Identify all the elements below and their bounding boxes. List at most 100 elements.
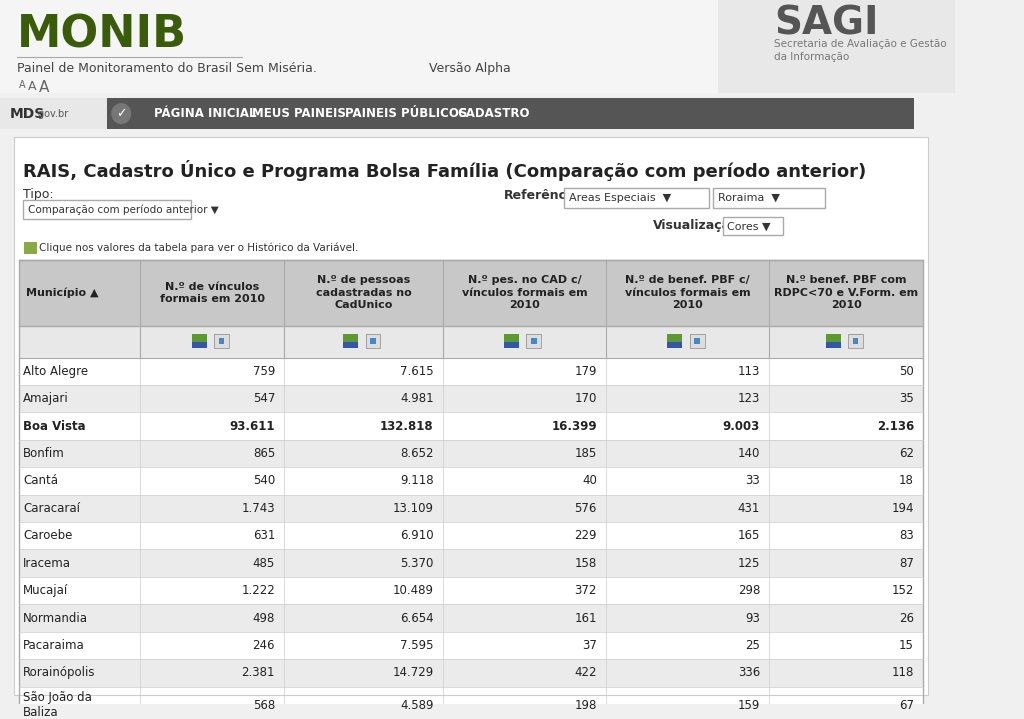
Text: Pacaraima: Pacaraima [24, 639, 85, 652]
Text: 67: 67 [899, 699, 914, 712]
Text: 35: 35 [899, 392, 914, 405]
Bar [0, 0, 955, 93]
Text: 5.370: 5.370 [400, 557, 433, 569]
Text: 2.136: 2.136 [877, 420, 914, 433]
Bar [694, 338, 700, 344]
Text: 159: 159 [737, 699, 760, 712]
Bar [371, 338, 376, 344]
Bar [18, 522, 924, 549]
Text: 4.589: 4.589 [400, 699, 433, 712]
Bar [343, 342, 358, 348]
Text: 1.743: 1.743 [242, 502, 275, 515]
Text: 631: 631 [253, 529, 275, 542]
Text: 165: 165 [737, 529, 760, 542]
Text: Secretaria de Avaliação e Gestão
da Informação: Secretaria de Avaliação e Gestão da Info… [774, 39, 946, 63]
Text: A: A [28, 81, 37, 93]
Text: 37: 37 [582, 639, 597, 652]
Text: Bonfim: Bonfim [24, 447, 66, 460]
Bar [191, 342, 207, 348]
Text: 576: 576 [574, 502, 597, 515]
Bar [14, 137, 928, 695]
Bar [504, 334, 519, 348]
Text: 229: 229 [574, 529, 597, 542]
Text: 26: 26 [899, 612, 914, 625]
Text: A: A [39, 81, 49, 96]
Bar [18, 326, 924, 357]
Text: Caroebe: Caroebe [24, 529, 73, 542]
Text: Cantá: Cantá [24, 475, 58, 487]
Bar [18, 632, 924, 659]
Bar [18, 495, 924, 522]
Bar [18, 440, 924, 467]
Bar [14, 137, 928, 695]
Circle shape [112, 104, 131, 124]
Text: 7.615: 7.615 [400, 365, 433, 377]
Bar [668, 342, 682, 348]
Text: 118: 118 [892, 667, 914, 679]
Text: 18: 18 [899, 475, 914, 487]
Bar [723, 217, 783, 235]
Text: Versão Alpha: Versão Alpha [429, 62, 511, 75]
Bar [366, 334, 381, 348]
Text: A: A [18, 81, 26, 91]
Text: 194: 194 [892, 502, 914, 515]
Bar [18, 385, 924, 413]
Text: MONIB: MONIB [16, 14, 187, 57]
Text: Comparação com período anterior ▼: Comparação com período anterior ▼ [28, 204, 219, 215]
Bar [564, 188, 709, 208]
Text: RAIS, Cadastro Único e Programa Bolsa Família (Comparação com período anterior): RAIS, Cadastro Único e Programa Bolsa Fa… [24, 160, 866, 180]
Text: Mucajaí: Mucajaí [24, 584, 69, 597]
Bar [526, 334, 542, 348]
Text: 9.003: 9.003 [723, 420, 760, 433]
Bar [18, 467, 924, 495]
Text: 540: 540 [253, 475, 275, 487]
Bar [18, 659, 924, 687]
Bar [25, 242, 37, 254]
Bar [853, 338, 858, 344]
Bar [18, 357, 924, 385]
Text: 33: 33 [745, 475, 760, 487]
Text: 16.399: 16.399 [551, 420, 597, 433]
Text: 6.654: 6.654 [400, 612, 433, 625]
Bar [526, 334, 542, 348]
Text: São João da
Baliza: São João da Baliza [24, 691, 92, 719]
Bar [18, 687, 924, 719]
Text: 198: 198 [574, 699, 597, 712]
Bar [668, 334, 682, 348]
Text: Rorainópolis: Rorainópolis [24, 667, 96, 679]
Text: 87: 87 [899, 557, 914, 569]
Bar [0, 98, 914, 129]
Text: 498: 498 [253, 612, 275, 625]
Bar [689, 334, 705, 348]
Text: CADASTRO: CADASTRO [457, 107, 529, 120]
Text: Visualização:: Visualização: [653, 219, 744, 232]
Text: 123: 123 [737, 392, 760, 405]
Text: PÁGINA INICIAL: PÁGINA INICIAL [154, 107, 256, 120]
Text: 140: 140 [737, 447, 760, 460]
Bar [18, 605, 924, 632]
Bar [504, 342, 519, 348]
Text: Areas Especiais  ▼: Areas Especiais ▼ [569, 193, 671, 203]
Text: 547: 547 [253, 392, 275, 405]
Text: ✓: ✓ [116, 107, 127, 120]
Text: 25: 25 [745, 639, 760, 652]
Text: 431: 431 [737, 502, 760, 515]
Text: Normandia: Normandia [24, 612, 88, 625]
Text: Alto Alegre: Alto Alegre [24, 365, 88, 377]
Text: 62: 62 [899, 447, 914, 460]
Bar [214, 334, 229, 348]
Bar [219, 338, 224, 344]
Text: Caracaraí: Caracaraí [24, 502, 80, 515]
Bar [366, 334, 381, 348]
Text: 865: 865 [253, 447, 275, 460]
Text: 759: 759 [253, 365, 275, 377]
Text: 179: 179 [574, 365, 597, 377]
Text: 50: 50 [899, 365, 914, 377]
Text: 2.381: 2.381 [242, 667, 275, 679]
Text: N.º de vínculos
formais em 2010: N.º de vínculos formais em 2010 [160, 282, 264, 304]
Bar [689, 334, 705, 348]
Bar [18, 549, 924, 577]
Text: Município ▲: Município ▲ [27, 288, 98, 298]
Bar [18, 260, 924, 719]
Text: 372: 372 [574, 584, 597, 597]
